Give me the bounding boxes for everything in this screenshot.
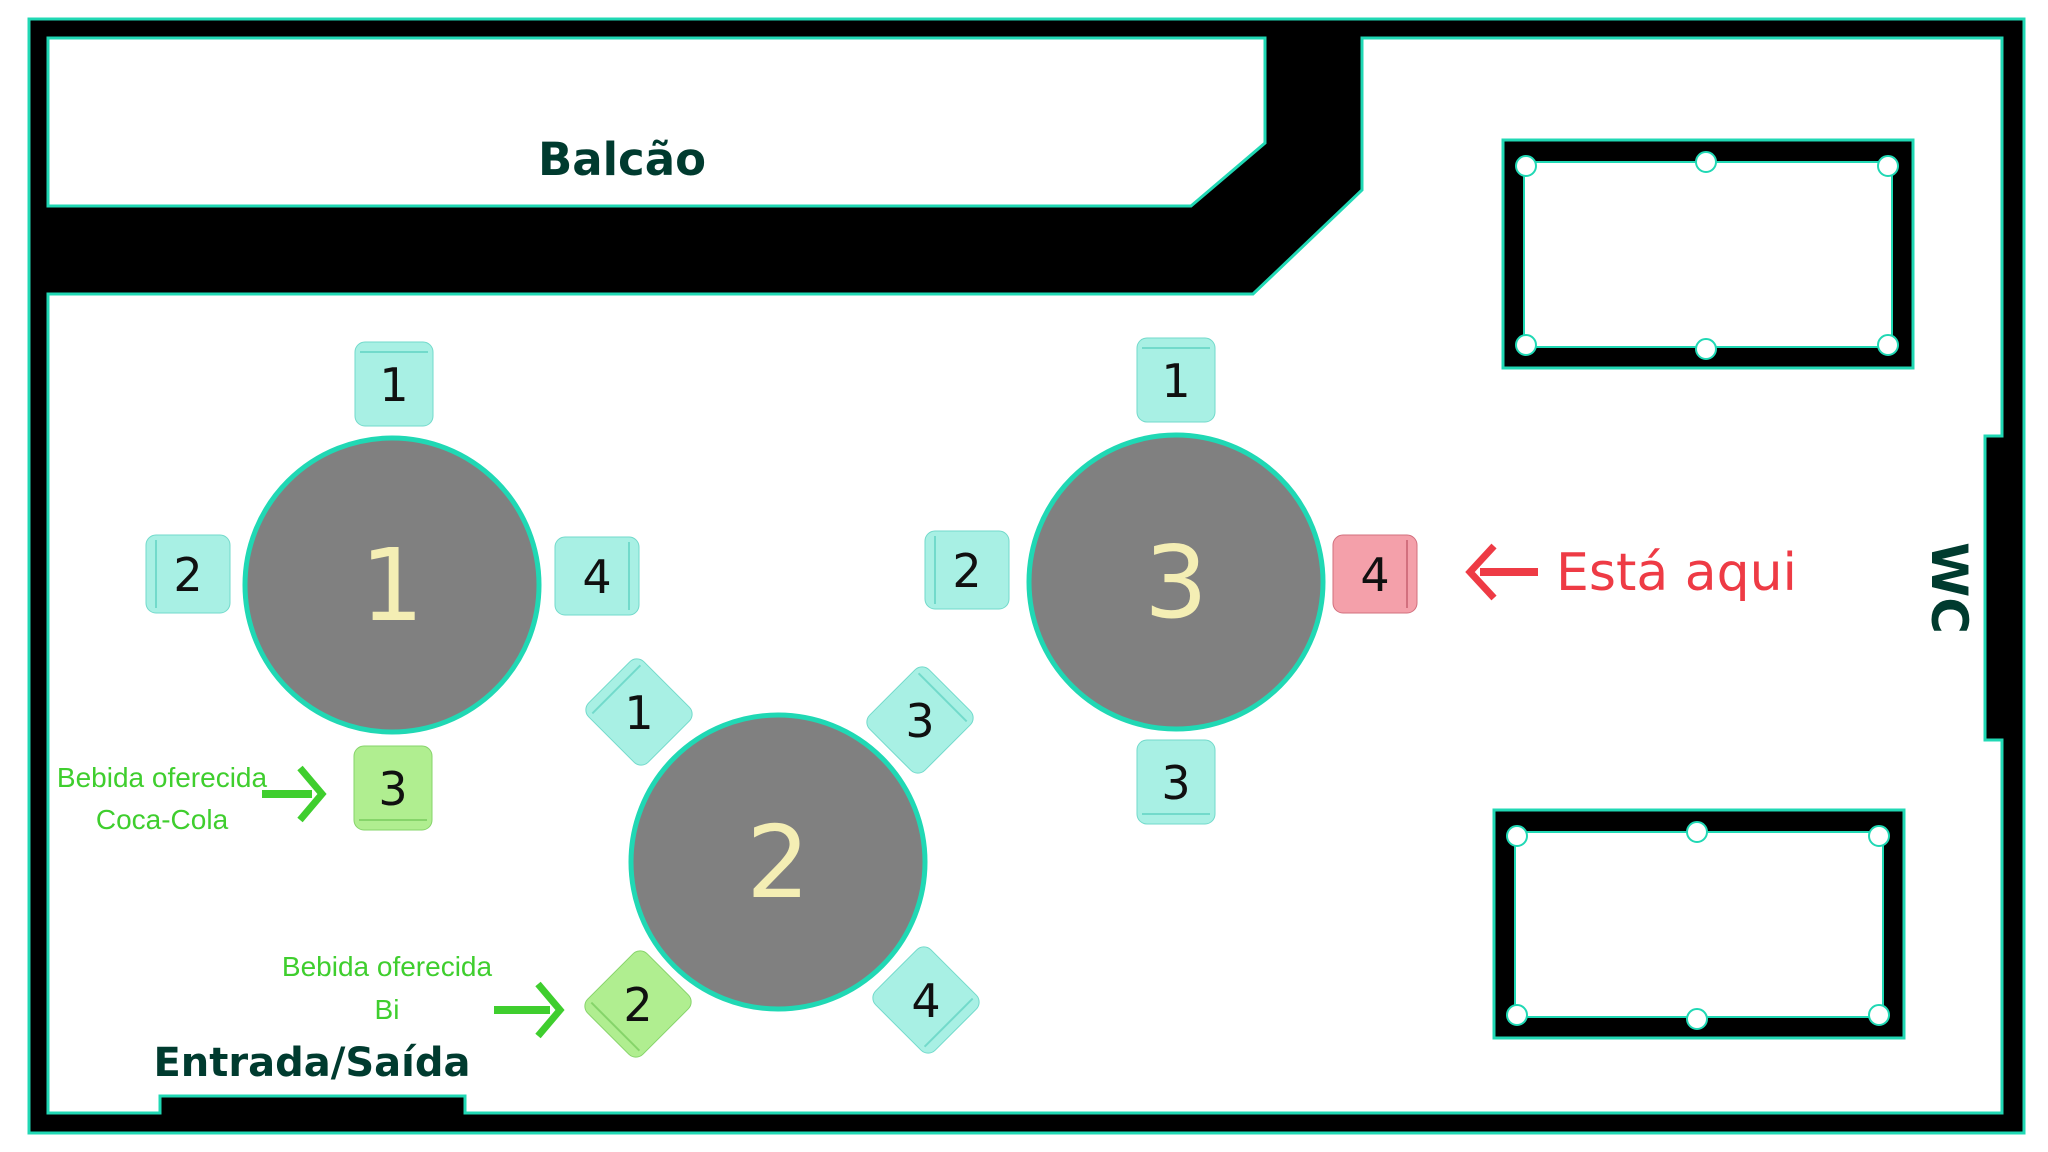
- seat-number: 3: [1161, 756, 1190, 810]
- counter: Balcão: [46, 36, 1267, 208]
- seat-number: 2: [952, 544, 981, 598]
- seat-number: 1: [1161, 354, 1190, 408]
- counter-label: Balcão: [538, 133, 706, 186]
- seat-number: 1: [379, 358, 408, 412]
- seat-number: 4: [911, 974, 940, 1028]
- you-are-here-label: Está aqui: [1556, 543, 1797, 603]
- seat-t3-2[interactable]: 2: [924, 530, 1010, 610]
- note-line2: Coca-Cola: [96, 804, 229, 835]
- seat-t1-1[interactable]: 1: [354, 341, 434, 427]
- seat-t3-4[interactable]: 4: [1332, 534, 1418, 614]
- table-1[interactable]: 1: [242, 435, 542, 735]
- seat-t2-2[interactable]: 2: [579, 945, 697, 1063]
- table-2[interactable]: 2: [628, 712, 928, 1012]
- seat-t2-3[interactable]: 3: [861, 661, 979, 779]
- seat-t1-2[interactable]: 2: [145, 534, 231, 614]
- seat-number: 2: [173, 548, 202, 602]
- pool-table-top: [1501, 138, 1915, 370]
- arrow-right-icon: [262, 765, 327, 823]
- seat-number: 4: [1360, 548, 1389, 602]
- table-number: 1: [360, 527, 424, 644]
- wc-label: WC: [1920, 542, 1978, 634]
- seat-t2-4[interactable]: 4: [867, 941, 985, 1059]
- seat-t1-3[interactable]: 3: [353, 745, 433, 831]
- seat-number: 3: [905, 694, 934, 748]
- note-line1: Bebida oferecida: [57, 762, 268, 793]
- table-number: 2: [746, 804, 810, 921]
- seat-t1-4[interactable]: 4: [554, 536, 640, 616]
- note-coca-cola: Bebida oferecida Coca-Cola: [57, 762, 268, 835]
- entrance-label: Entrada/Saída: [153, 1040, 470, 1086]
- table-3[interactable]: 3: [1026, 432, 1326, 732]
- seat-t3-1[interactable]: 1: [1136, 337, 1216, 423]
- seat-number: 4: [582, 550, 611, 604]
- arrow-right-icon: [494, 981, 565, 1039]
- arrow-left-icon: [1465, 543, 1538, 601]
- pool-table-bottom: [1492, 808, 1906, 1040]
- note-bi: Bebida oferecida Bi: [282, 951, 493, 1025]
- note-line2: Bi: [375, 994, 400, 1025]
- seat-t2-1[interactable]: 1: [580, 653, 698, 771]
- seat-number: 3: [378, 762, 407, 816]
- table-number: 3: [1144, 524, 1208, 641]
- seat-number: 2: [623, 978, 652, 1032]
- seat-number: 1: [624, 686, 653, 740]
- seat-t3-3[interactable]: 3: [1136, 739, 1216, 825]
- note-line1: Bebida oferecida: [282, 951, 493, 982]
